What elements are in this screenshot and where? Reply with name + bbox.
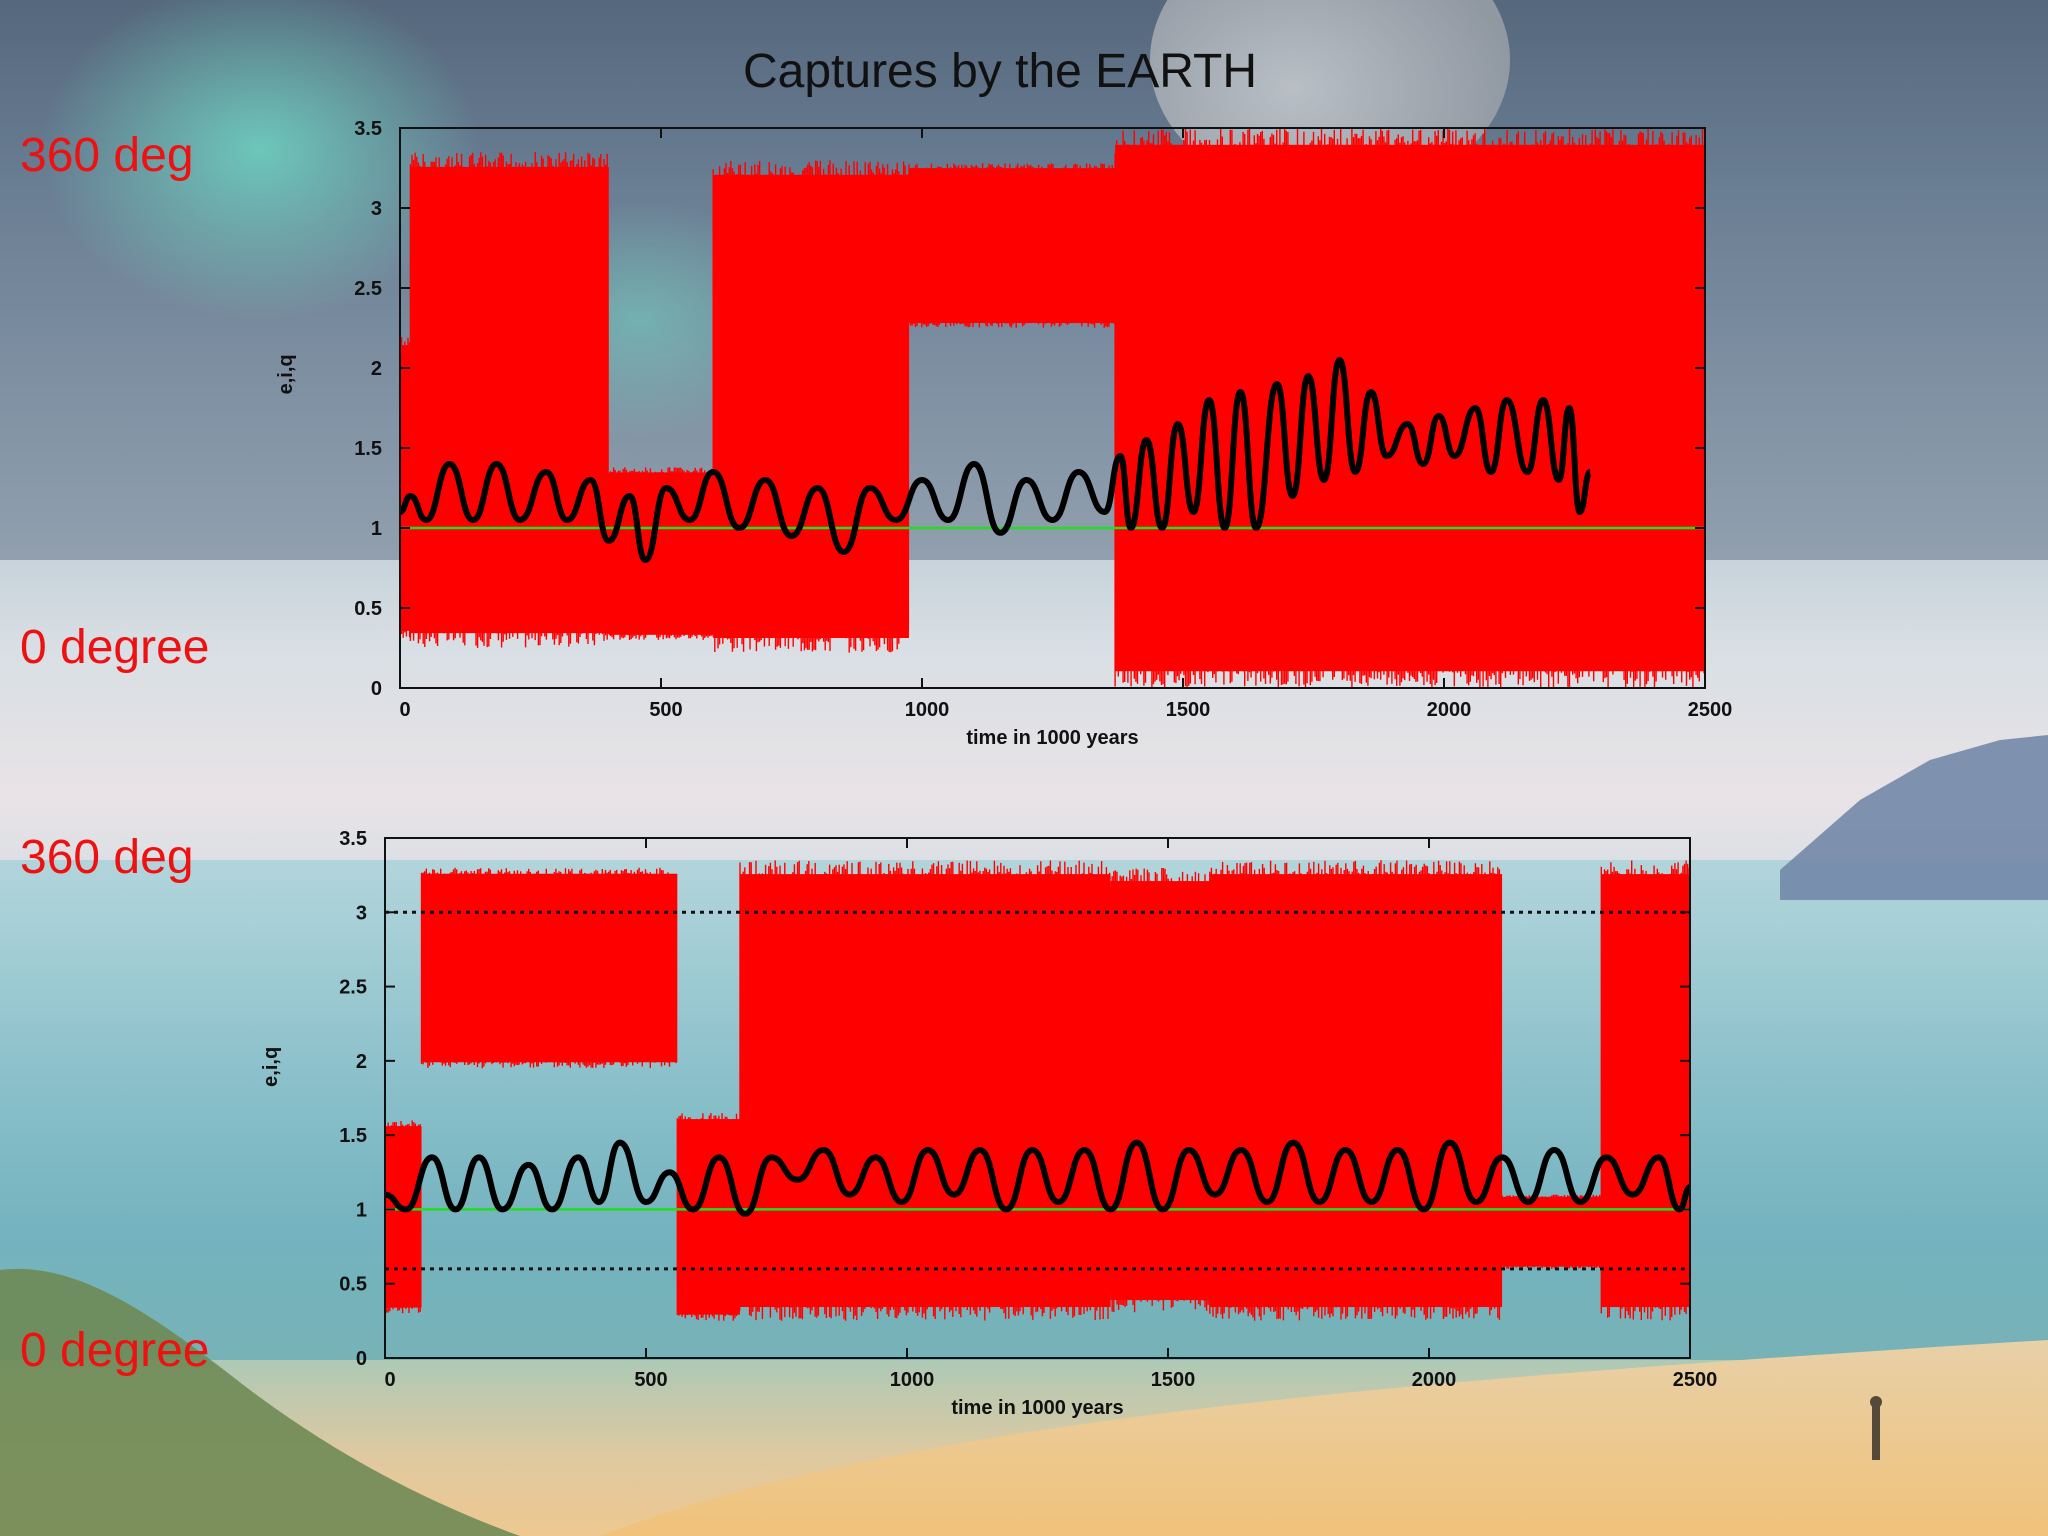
chart-top: 0 0.5 1 1.5 2 2.5 3 3.5 0 500 1000 1500 2000 2500 time… <box>275 118 1733 749</box>
x-tick-label: 0 <box>384 1369 395 1391</box>
y-tick-label: 2.5 <box>354 278 382 300</box>
angle-spikes <box>1109 868 1209 1313</box>
chart-bottom: 0 0.5 1 1.5 2 2.5 3 3.5 0 500 1000 1500 2000 2500 time… <box>260 828 1718 1419</box>
angle-spikes <box>739 860 1111 1321</box>
smoothed-line <box>385 1139 1690 1217</box>
x-tick-label: 2000 <box>1412 1369 1457 1391</box>
label-bottom-high: 360 deg <box>20 831 194 884</box>
y-tick-label: 1 <box>356 1199 367 1221</box>
beach-shape <box>600 1340 2048 1536</box>
angle-segment-6 <box>1573 128 1705 688</box>
label-top-low: 0 degree <box>20 621 210 674</box>
aurora-glow <box>40 0 480 320</box>
label-bottom-low: 0 degree <box>20 1324 210 1377</box>
angle-spikes <box>908 163 1115 328</box>
angle-spikes <box>1501 1194 1601 1269</box>
angle-segment-7 <box>1600 860 1690 1321</box>
angle-spikes <box>1573 128 1705 688</box>
y-tick-label: 1.5 <box>354 438 382 460</box>
angle-segment-1 <box>409 152 609 648</box>
angle-spikes <box>712 160 910 653</box>
angle-segment-4 <box>908 163 1116 328</box>
x-tick-label: 1000 <box>890 1369 935 1391</box>
y-tick-label: 2 <box>371 358 382 380</box>
angle-segment-4 <box>1109 868 1210 1313</box>
smoothed-line <box>400 357 1594 563</box>
person-head <box>1870 1396 1882 1408</box>
y-axis-label: e,i,q <box>260 1047 282 1087</box>
angle-segment-0 <box>385 1120 422 1314</box>
y-tick-label: 1.5 <box>339 1125 367 1147</box>
y-tick-label: 0 <box>356 1348 367 1370</box>
angle-spikes <box>400 337 411 638</box>
angle-spikes <box>1209 860 1502 1321</box>
y-tick-label: 0 <box>371 678 382 700</box>
mountain-shape <box>1780 735 2048 900</box>
plot-area <box>400 128 1705 688</box>
angle-segment-6 <box>1501 1194 1602 1269</box>
x-tick-label: 1000 <box>905 699 950 721</box>
y-tick-label: 3 <box>371 198 382 220</box>
plot-frame <box>384 837 1691 1359</box>
y-tick-label: 2.5 <box>339 977 367 999</box>
x-tick-label: 500 <box>634 1369 667 1391</box>
y-axis-label: e,i,q <box>275 354 297 394</box>
angle-segment-5 <box>1209 860 1503 1321</box>
label-top-high: 360 deg <box>20 129 194 182</box>
angle-segment-0 <box>400 337 411 638</box>
angle-spikes <box>676 1113 741 1321</box>
angle-segment-2 <box>676 1113 741 1321</box>
plot-area <box>385 860 1690 1321</box>
slide-title: Captures by the EARTH <box>742 45 1257 98</box>
angle-spikes <box>1600 860 1690 1321</box>
angle-spikes <box>385 1120 421 1314</box>
x-tick-label: 2500 <box>1673 1369 1718 1391</box>
x-tick-label: 500 <box>649 699 682 721</box>
cliff-shape <box>0 1268 520 1536</box>
angle-spikes <box>409 152 608 648</box>
angle-spikes <box>420 867 677 1069</box>
y-tick-label: 3.5 <box>354 118 382 140</box>
y-tick-label: 0.5 <box>354 598 382 620</box>
x-tick-label: 2000 <box>1427 699 1472 721</box>
angle-segment-3 <box>712 160 910 653</box>
y-tick-label: 3 <box>356 902 367 924</box>
person-figure <box>1872 1405 1880 1460</box>
x-axis-label: time in 1000 years <box>966 727 1138 749</box>
y-tick-label: 3.5 <box>339 828 367 850</box>
x-tick-label: 1500 <box>1151 1369 1196 1391</box>
x-tick-label: 0 <box>399 699 410 721</box>
plot-frame <box>399 127 1706 689</box>
x-tick-label: 2500 <box>1688 699 1733 721</box>
y-tick-label: 1 <box>371 518 382 540</box>
y-tick-label: 2 <box>356 1051 367 1073</box>
angle-segment-3 <box>739 860 1111 1321</box>
angle-segment-1 <box>420 867 678 1069</box>
y-tick-label: 0.5 <box>339 1274 367 1296</box>
x-tick-label: 1500 <box>1166 699 1211 721</box>
x-axis-label: time in 1000 years <box>951 1397 1123 1419</box>
